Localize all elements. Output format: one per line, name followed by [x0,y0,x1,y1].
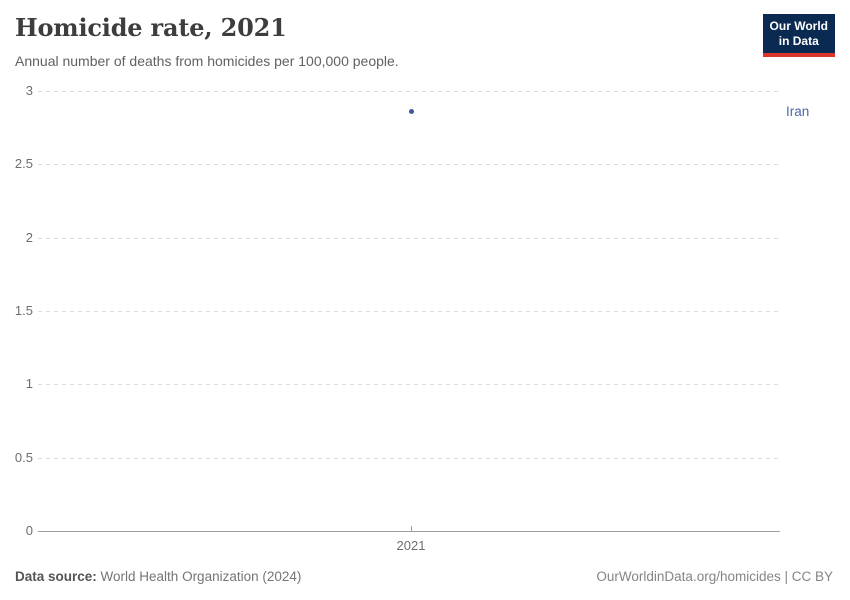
data-source-note: Data source: World Health Organization (… [15,569,301,584]
gridline [38,237,780,239]
gridline [38,457,780,459]
owid-logo[interactable]: Our World in Data [762,14,835,57]
gridline [38,164,780,166]
y-axis-tick-label: 2.5 [14,156,33,172]
y-axis-tick-label: 0 [25,523,33,538]
data-point-iran[interactable] [408,109,414,115]
entity-label-iran[interactable]: Iran [786,103,810,119]
y-axis-tick-label: 3 [25,83,33,98]
x-axis-tick-label: 2021 [396,538,426,553]
gridline [38,91,780,92]
x-axis-line [38,531,780,532]
gridline [38,311,780,312]
y-axis-tick-label: 2 [25,229,33,245]
owid-logo-line2: in Data [778,34,819,48]
data-source-label: Data source: [15,569,97,584]
x-axis-tick-mark [411,526,412,531]
attribution-link[interactable]: OurWorldinData.org/homicides | CC BY [596,569,833,584]
owid-logo-line1: Our World [769,19,828,33]
data-source-text: World Health Organization (2024) [96,569,302,584]
y-axis-tick-label: 1.5 [14,303,33,318]
chart-title: Homicide rate, 2021 [15,13,287,42]
y-axis-tick-label: 0.5 [14,449,33,465]
gridline [38,384,780,386]
chart-subtitle: Annual number of deaths from homicides p… [15,53,399,69]
y-axis-tick-label: 1 [25,376,33,392]
